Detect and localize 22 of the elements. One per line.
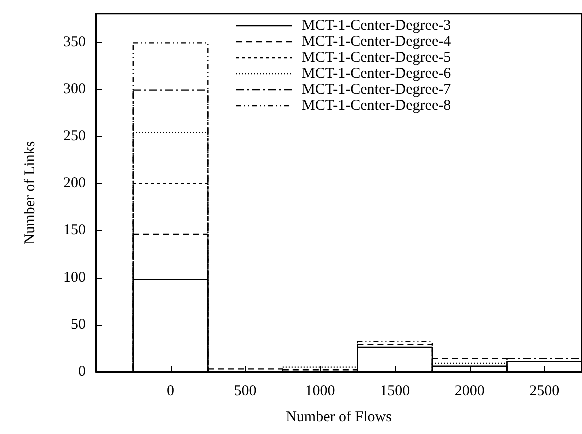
legend-label: MCT-1-Center-Degree-5 <box>302 50 452 66</box>
x-tick-label: 2500 <box>530 384 560 400</box>
y-axis-title: Number of Links <box>22 141 38 245</box>
legend-label: MCT-1-Center-Degree-7 <box>302 82 452 98</box>
y-tick-label: 0 <box>78 364 86 380</box>
y-tick-label: 200 <box>64 176 86 192</box>
x-tick-label: 1000 <box>305 384 336 400</box>
y-tick-label: 350 <box>64 34 86 50</box>
x-tick-label: 0 <box>167 384 175 400</box>
legend-label: MCT-1-Center-Degree-4 <box>302 34 452 50</box>
x-tick-label: 500 <box>234 384 257 400</box>
y-tick-label: 50 <box>71 316 86 333</box>
y-tick-label: 300 <box>64 81 86 98</box>
legend-label: MCT-1-Center-Degree-6 <box>302 66 452 82</box>
y-tick-label: 100 <box>64 270 86 286</box>
y-tick-label: 150 <box>64 222 86 239</box>
x-axis-title: Number of Flows <box>286 410 392 426</box>
y-tick-label: 250 <box>64 128 86 144</box>
legend-label: MCT-1-Center-Degree-8 <box>302 98 452 114</box>
x-tick-label: 2000 <box>454 384 485 400</box>
legend-label: MCT-1-Center-Degree-3 <box>302 18 452 34</box>
x-tick-label: 1500 <box>380 384 410 400</box>
